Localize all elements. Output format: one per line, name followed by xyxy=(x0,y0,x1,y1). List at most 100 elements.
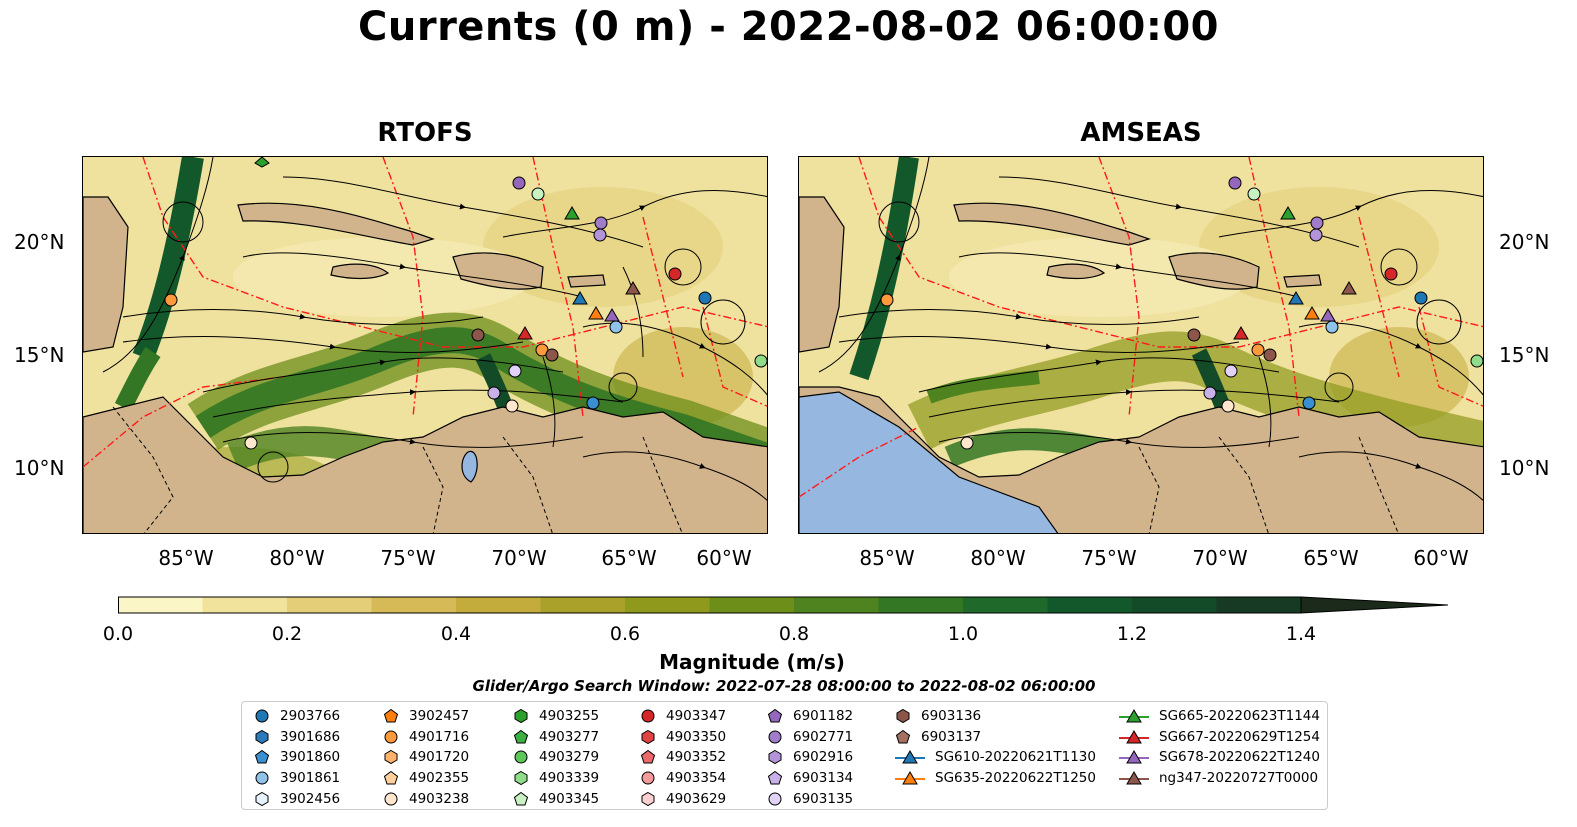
colorbar-segment xyxy=(1047,597,1133,613)
legend-label: 6902771 xyxy=(793,728,854,745)
cuba xyxy=(237,202,435,246)
main-title: Currents (0 m) - 2022-08-02 06:00:00 xyxy=(358,4,1219,50)
lon-label-amseas-80w: 80°W xyxy=(970,546,1026,570)
yucatan-land xyxy=(83,196,129,353)
legend-item: 3902457 xyxy=(383,706,469,727)
pentagon-marker-icon xyxy=(383,770,399,785)
legend-label: 4903255 xyxy=(539,708,600,725)
legend-item: 2903766 xyxy=(254,706,340,727)
float-markers xyxy=(164,157,767,450)
legend-label: 4903277 xyxy=(539,728,600,745)
panel-title-rtofs: RTOFS xyxy=(377,118,473,148)
colorbar-tick-2: 0.4 xyxy=(440,623,472,645)
legend-label: SG678-20220622T1240 xyxy=(1159,749,1320,766)
legend-item: 6903135 xyxy=(767,788,853,809)
lake-maracaibo xyxy=(461,450,478,483)
legend-label: 4903347 xyxy=(666,708,727,725)
lon-label-rtofs-80w: 80°W xyxy=(269,546,325,570)
colorbar-tick-5: 1.0 xyxy=(947,623,979,645)
legend-label: 4903279 xyxy=(539,749,600,766)
land-masses xyxy=(83,196,767,533)
pentagon-marker-icon xyxy=(895,729,911,744)
legend-label: 4903354 xyxy=(666,770,727,787)
float-markers xyxy=(880,176,1483,450)
legend-column: 4903347 4903350 4903352 4903354 4903629 xyxy=(640,706,726,809)
legend-item: 4901720 xyxy=(383,747,469,768)
circle-marker-icon xyxy=(514,750,528,764)
circle-marker-icon xyxy=(255,771,269,785)
coastal-jet xyxy=(114,347,161,412)
legend-label: 3902457 xyxy=(409,708,470,725)
streamlines xyxy=(818,157,1483,501)
legend-label: 4903629 xyxy=(666,790,727,807)
lat-label-left-15n: 15°N xyxy=(14,343,65,367)
hexagon-marker-icon xyxy=(641,729,655,744)
cuba xyxy=(953,202,1151,246)
lon-label-amseas-85w: 85°W xyxy=(859,546,915,570)
legend-label: 4903339 xyxy=(539,770,600,787)
lon-label-rtofs-70w: 70°W xyxy=(491,546,547,570)
eez-boundaries xyxy=(799,157,1483,498)
legend-label: 6903137 xyxy=(921,728,982,745)
legend-label: 4903350 xyxy=(666,728,727,745)
rtofs-map[interactable] xyxy=(82,156,768,534)
legend-label: 2903766 xyxy=(280,708,341,725)
lon-label-rtofs-75w: 75°W xyxy=(380,546,436,570)
colorbar-segment xyxy=(878,597,964,613)
lat-label-right-20n: 20°N xyxy=(1499,230,1550,254)
legend-label: 4903352 xyxy=(666,749,727,766)
legend-item: 6903134 xyxy=(767,768,853,789)
legend-item: 4903279 xyxy=(513,747,599,768)
circle-marker-icon xyxy=(641,771,655,785)
legend-label: 4903238 xyxy=(409,790,470,807)
hexagon-marker-icon xyxy=(768,750,782,765)
hispaniola xyxy=(1168,252,1260,290)
lat-label-right-10n: 10°N xyxy=(1499,456,1550,480)
legend-item: ng347-20220727T0000 xyxy=(1119,768,1320,789)
colorbar-segment xyxy=(1132,597,1218,613)
legend-label: 3901860 xyxy=(280,749,341,766)
colorbar-segment xyxy=(456,597,542,613)
legend-item: 6903137 xyxy=(895,727,1096,748)
colorbar-segment xyxy=(287,597,373,613)
hexagon-marker-icon xyxy=(896,709,910,724)
country-borders xyxy=(1138,436,1399,533)
legend-item: SG667-20220629T1254 xyxy=(1119,727,1320,748)
legend-label: 3901861 xyxy=(280,770,341,787)
hexagon-marker-icon xyxy=(514,770,528,786)
pentagon-marker-icon xyxy=(640,750,656,764)
legend-item: SG678-20220622T1240 xyxy=(1119,747,1320,768)
south-america-land xyxy=(83,396,767,533)
pentagon-marker-icon xyxy=(254,750,270,764)
pentagon-marker-icon xyxy=(767,770,783,785)
legend-item: 3902456 xyxy=(254,788,340,809)
legend-label: 6903134 xyxy=(793,770,854,787)
lon-label-rtofs-65w: 65°W xyxy=(601,546,657,570)
legend-column: 2903766 3901686 3901860 3901861 3902456 xyxy=(254,706,340,809)
colorbar-segment xyxy=(625,597,711,613)
legend-item: 6902771 xyxy=(767,727,853,748)
legend-item: 4903629 xyxy=(640,788,726,809)
country-borders xyxy=(112,406,683,533)
lon-label-rtofs-85w: 85°W xyxy=(158,546,214,570)
pentagon-marker-icon xyxy=(513,729,529,744)
amseas-map[interactable] xyxy=(798,156,1484,534)
legend-item: 4903277 xyxy=(513,727,599,748)
legend-label: 4903345 xyxy=(539,790,600,807)
legend-item: 4903350 xyxy=(640,727,726,748)
legend-column: SG665-20220623T1144 SG667-20220629T1254 SG… xyxy=(1119,706,1320,788)
lon-label-rtofs-60w: 60°W xyxy=(696,546,752,570)
triangle-line-marker-icon xyxy=(1119,750,1149,764)
circle-marker-icon xyxy=(255,709,269,723)
pentagon-marker-icon xyxy=(767,709,783,723)
legend-item: 6901182 xyxy=(767,706,853,727)
legend-item: SG610-20220621T1130 xyxy=(895,747,1096,768)
colorbar-tick-6: 1.2 xyxy=(1116,623,1148,645)
lon-label-amseas-60w: 60°W xyxy=(1413,546,1469,570)
streamlines xyxy=(102,157,767,501)
hexagon-marker-icon xyxy=(641,791,655,806)
legend-label: ng347-20220727T0000 xyxy=(1159,770,1319,787)
legend-item: 6903136 xyxy=(895,706,1096,727)
legend-item: 4903347 xyxy=(640,706,726,727)
legend-item: SG635-20220622T1250 xyxy=(895,768,1096,789)
